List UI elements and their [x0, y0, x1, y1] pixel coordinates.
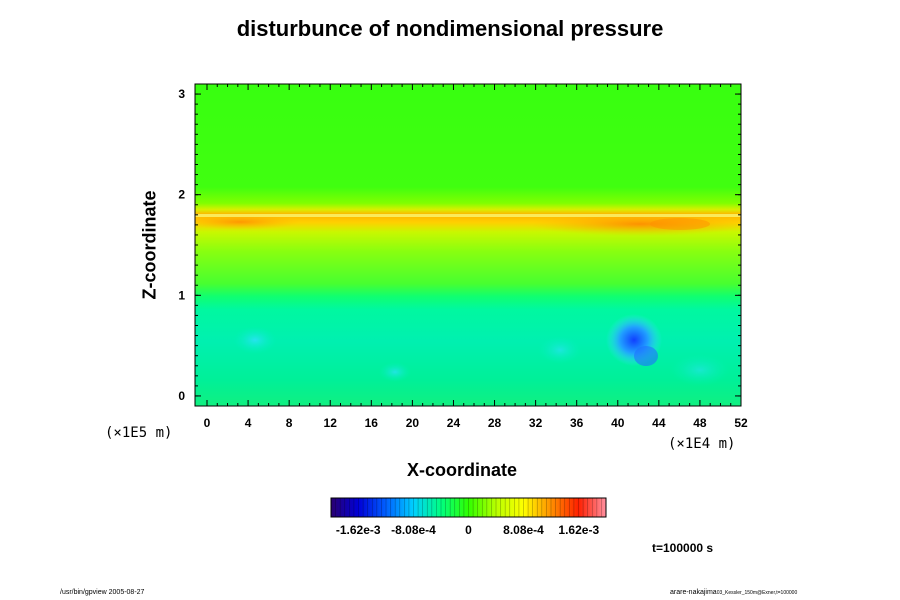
x-tick-label: 40 [611, 416, 625, 430]
time-label: t=100000 s [652, 541, 714, 555]
y-tick-label: 1 [178, 288, 185, 302]
x-tick-label: 4 [245, 416, 252, 430]
chart-title: disturbunce of nondimensional pressure [236, 16, 664, 41]
y-axis-label: Z-coordinate [139, 190, 160, 300]
y-tick-label: 3 [178, 87, 185, 101]
cyan-patch-4 [670, 354, 730, 386]
footer-right-main: arare-nakajima [670, 589, 717, 596]
cyan-patch-2 [379, 362, 411, 382]
x-axis-label: X-coordinate [407, 460, 518, 480]
colorbar-label: -1.62e-3 [335, 523, 381, 537]
x-tick-label: 20 [406, 416, 420, 430]
y-ticks: 0 1 2 3 [178, 87, 741, 403]
warm-band-left [195, 214, 300, 230]
warm-core-right [650, 218, 710, 230]
y-tick-label: 2 [178, 188, 185, 202]
band-edge [195, 214, 741, 217]
x-tick-label: 28 [488, 416, 502, 430]
x-tick-label: 0 [204, 416, 211, 430]
x-tick-label: 36 [570, 416, 584, 430]
warm-band-right [530, 212, 741, 236]
field-background [195, 84, 741, 406]
colorbar-stripes [335, 498, 602, 517]
colorbar-frame [330, 497, 607, 518]
x-scale-label: (×1E4 m) [668, 436, 736, 452]
x-tick-label: 16 [365, 416, 379, 430]
x-tick-label: 52 [734, 416, 748, 430]
x-tick-label: 8 [286, 416, 293, 430]
footer-right: arare-nakajima03_Kessler_150m@Exner,t=10… [670, 589, 797, 596]
cyan-patch-1 [233, 326, 277, 354]
colorbar-label: 1.62e-3 [558, 523, 600, 537]
footer-right-small: 03_Kessler_150m@Exner,t=100000 [716, 590, 798, 596]
blue-blob-2 [634, 346, 658, 366]
colorbar-label: 8.08e-4 [503, 523, 544, 537]
y-tick-label: 0 [178, 389, 185, 403]
x-tick-label: 12 [324, 416, 338, 430]
colorbar-label: -8.08e-4 [391, 523, 436, 537]
footer-left: /usr/bin/gpview 2005-08-27 [60, 589, 145, 596]
cyan-patch-3 [538, 336, 582, 364]
x-tick-label: 24 [447, 416, 461, 430]
x-tick-label: 44 [652, 416, 666, 430]
colorbar [330, 497, 607, 518]
x-tick-label: 32 [529, 416, 543, 430]
x-ticks: 0 4 8 12 16 20 24 28 32 36 40 44 48 52 [204, 84, 748, 430]
heatmap-field [195, 84, 741, 406]
y-scale-label: (×1E5 m) [105, 425, 173, 441]
colorbar-label: 0 [465, 523, 472, 537]
colorbar-gradient [331, 498, 606, 517]
x-tick-label: 48 [693, 416, 707, 430]
